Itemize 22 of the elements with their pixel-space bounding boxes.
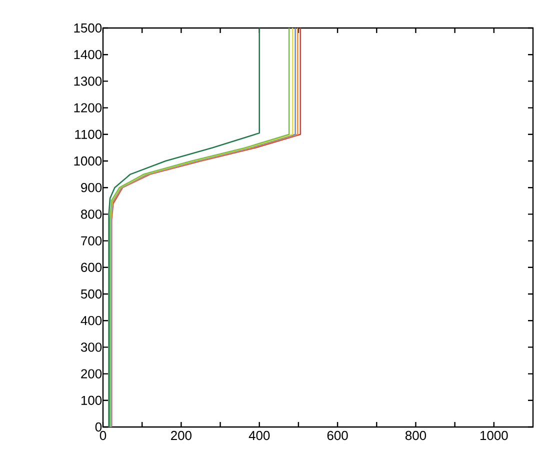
y-tick-label: 200 [81, 369, 102, 378]
y-tick-label: 1000 [74, 156, 102, 166]
y-tick-label: 1400 [74, 50, 102, 60]
y-tick-label: 600 [81, 262, 102, 272]
line-series [108, 28, 260, 427]
x-tick-label: 1000 [480, 430, 508, 440]
x-tick-label: 800 [405, 430, 426, 440]
y-tick-label: 500 [80, 289, 102, 299]
y-tick-label: 800 [81, 210, 102, 219]
x-tick-label: 200 [171, 430, 192, 440]
y-tick-label: 100 [81, 396, 102, 405]
y-tick-label: 1500 [74, 23, 102, 33]
y-tick-label: 900 [81, 183, 102, 192]
y-tick-label: 1100 [75, 130, 102, 139]
y-tick-label: 1300 [74, 76, 102, 86]
y-tick-label: 700 [81, 236, 102, 246]
y-tick-label: 0 [95, 422, 102, 432]
x-tick-label: 600 [327, 430, 348, 440]
y-tick-label: 400 [80, 316, 102, 326]
y-tick-label: 300 [80, 342, 102, 352]
y-tick-label: 1200 [74, 103, 102, 112]
x-tick-label: 400 [248, 430, 270, 440]
